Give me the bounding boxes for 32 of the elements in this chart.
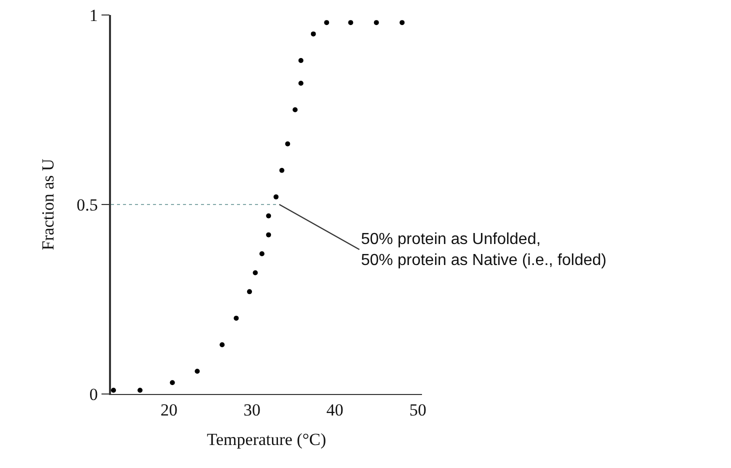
point: [111, 388, 116, 393]
point: [247, 289, 252, 294]
point: [259, 251, 264, 256]
point: [220, 342, 225, 348]
x-tick-label: 50: [409, 400, 426, 420]
point: [266, 232, 272, 238]
point: [400, 20, 405, 26]
point: [170, 380, 175, 386]
point: [234, 316, 239, 321]
point: [194, 368, 200, 374]
x-tick-label: 30: [243, 400, 260, 420]
point: [374, 20, 379, 26]
point: [348, 20, 354, 26]
y-tick-label: 0: [89, 384, 98, 404]
point: [252, 270, 258, 276]
x-axis-title: Temperature (°C): [206, 430, 326, 449]
y-tick-label: 0.5: [76, 195, 98, 214]
point: [298, 58, 304, 63]
point: [285, 141, 290, 146]
point: [274, 194, 279, 200]
point: [298, 80, 304, 86]
x-tick-label: 20: [160, 400, 178, 420]
x-tick-label: 40: [326, 400, 344, 420]
point: [310, 31, 316, 36]
point: [279, 168, 284, 173]
point: [266, 213, 272, 218]
point: [292, 107, 298, 112]
point: [324, 20, 330, 26]
point: [138, 388, 143, 393]
y-tick-label: 1: [89, 6, 98, 25]
y-axis-title: Fraction as U: [38, 158, 58, 250]
annotation: 50% protein as Unfolded, 50% protein as Native (i.e., folded): [361, 231, 606, 269]
